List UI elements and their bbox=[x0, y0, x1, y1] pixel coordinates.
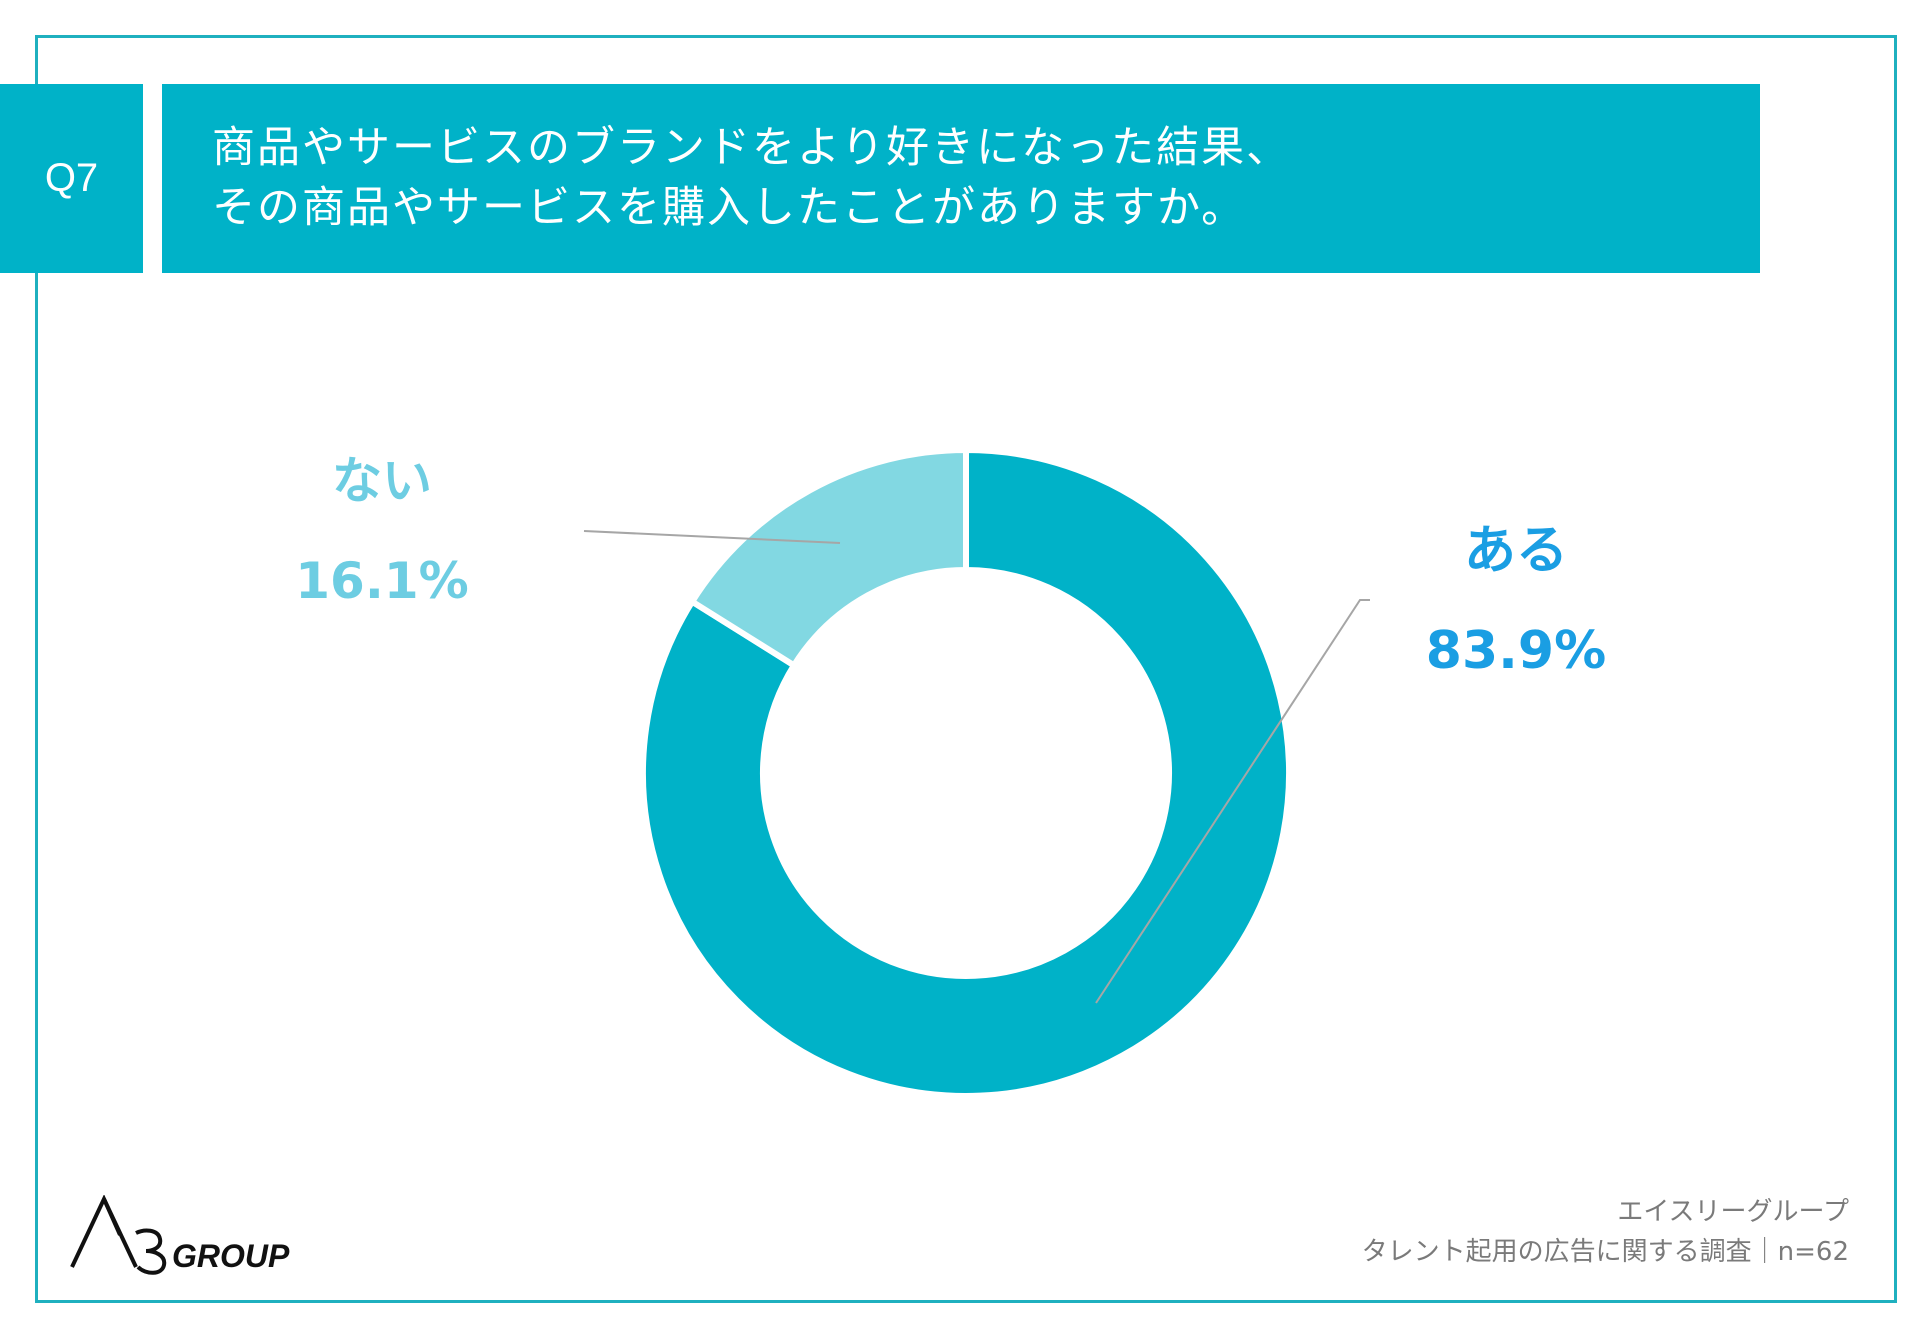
a3group-logo: GROUP bbox=[70, 1195, 290, 1275]
slice-label-no: ない bbox=[332, 452, 432, 510]
footer-survey: タレント起用の広告に関する調査｜n=62 bbox=[1361, 1237, 1849, 1267]
question-title-line-2: その商品やサービスを購入したことがありますか。 bbox=[212, 183, 1247, 233]
donut-slice-yes bbox=[640, 446, 1292, 1099]
footer-source: エイスリーグループ タレント起用の広告に関する調査｜n=62 bbox=[1362, 1192, 1849, 1272]
slice-value-no: 16.1% bbox=[295, 552, 468, 610]
question-title-line-1: 商品やサービスのブランドをより好きになった結果、 bbox=[212, 123, 1292, 173]
leader-line-yes bbox=[1095, 599, 1370, 1004]
slice-label-yes: ある bbox=[1464, 521, 1568, 581]
slice-value-yes: 83.9% bbox=[1426, 621, 1606, 681]
question-number-badge: Q7 bbox=[0, 84, 143, 273]
svg-text:GROUP: GROUP bbox=[172, 1238, 290, 1274]
footer-company: エイスリーグループ bbox=[1617, 1197, 1849, 1227]
donut-slice-no bbox=[688, 446, 969, 670]
slide-frame bbox=[35, 35, 1897, 1303]
leader-line-no bbox=[583, 530, 841, 544]
question-number: Q7 bbox=[44, 156, 99, 200]
question-title-banner: 商品やサービスのブランドをより好きになった結果、 その商品やサービスを購入したこ… bbox=[162, 84, 1760, 273]
